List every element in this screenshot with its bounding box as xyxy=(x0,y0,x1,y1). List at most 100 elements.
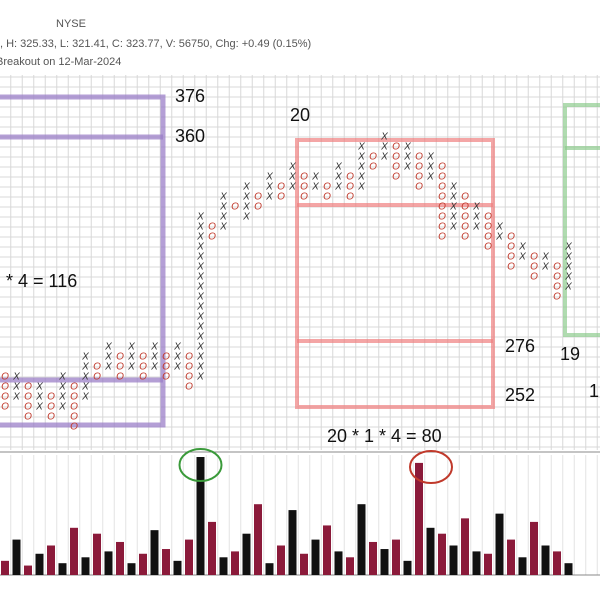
pf-box: X xyxy=(196,362,204,373)
pf-box: O xyxy=(1,392,9,403)
pf-box: X xyxy=(196,232,204,243)
pf-box: X xyxy=(196,332,204,343)
pf-box: O xyxy=(438,182,446,193)
pf-column: XXX xyxy=(35,382,43,413)
pf-box: O xyxy=(300,172,308,183)
volume-bar xyxy=(311,539,320,575)
volume-bar xyxy=(449,545,458,575)
pf-column: XXX xyxy=(173,342,181,373)
pf-box: O xyxy=(1,382,9,393)
pf-box: O xyxy=(415,152,423,163)
pf-box: O xyxy=(93,372,101,383)
pf-box: X xyxy=(81,352,89,363)
pf-box: X xyxy=(311,172,319,183)
volume-bar xyxy=(265,563,274,575)
volume-bar xyxy=(104,551,113,575)
pf-column: XXX xyxy=(426,152,434,183)
target-label: 276 xyxy=(505,336,535,356)
highlight xyxy=(409,450,453,484)
pf-box: X xyxy=(426,172,434,183)
volume-bar xyxy=(1,560,9,575)
volume-bar xyxy=(472,551,481,575)
pf-column: XX xyxy=(311,172,319,193)
volume-bar xyxy=(380,549,389,575)
pf-box: O xyxy=(116,362,124,373)
pf-box: O xyxy=(484,212,492,223)
volume-bar xyxy=(58,563,67,575)
pf-box: O xyxy=(415,182,423,193)
pf-box: O xyxy=(507,232,515,243)
volume-bar xyxy=(369,541,377,575)
count-top: 20 xyxy=(290,105,310,125)
pf-column: OOO xyxy=(162,352,170,383)
volume-bar xyxy=(300,553,308,575)
pf-box: O xyxy=(438,192,446,203)
pf-box: O xyxy=(116,352,124,363)
pf-box: X xyxy=(357,182,365,193)
pf-column: XXX xyxy=(288,162,296,193)
pf-column: O xyxy=(231,202,239,213)
volume-bar xyxy=(541,545,550,575)
pf-box: X xyxy=(449,192,457,203)
volume-bar xyxy=(93,533,101,575)
volume-bar xyxy=(24,565,32,575)
pf-box: O xyxy=(254,192,262,203)
pf-box: X xyxy=(288,182,296,193)
volume-bar xyxy=(346,557,354,575)
pf-box: O xyxy=(139,362,147,373)
volume-bar xyxy=(334,551,343,575)
pf-box: X xyxy=(58,402,66,413)
side-label: 1 xyxy=(589,381,599,401)
pf-box: X xyxy=(265,192,273,203)
pf-box: X xyxy=(219,212,227,223)
pf-box: X xyxy=(196,302,204,313)
pf-box: X xyxy=(196,342,204,353)
pf-box: X xyxy=(196,292,204,303)
pf-box: O xyxy=(139,372,147,383)
volume-bar xyxy=(70,527,78,575)
pf-box: O xyxy=(438,172,446,183)
pf-box: X xyxy=(334,162,342,173)
volume-bar xyxy=(507,539,515,575)
pf-column: OOO xyxy=(346,172,354,203)
pf-box: X xyxy=(495,232,503,243)
pf-box: X xyxy=(81,372,89,383)
volume-bar xyxy=(495,513,504,575)
target-label: 360 xyxy=(175,126,205,146)
pf-box: X xyxy=(150,352,158,363)
pf-box: X xyxy=(127,362,135,373)
pf-box: O xyxy=(369,152,377,163)
volume-bar xyxy=(484,553,492,575)
volume-bar xyxy=(162,549,170,575)
pf-box: O xyxy=(415,162,423,173)
pf-box: O xyxy=(162,372,170,383)
pf-box: O xyxy=(185,362,193,373)
pf-box: X xyxy=(426,152,434,163)
pf-box: X xyxy=(58,372,66,383)
pf-column: OOO xyxy=(530,252,538,283)
volume-bar xyxy=(530,521,538,575)
grid xyxy=(0,75,600,450)
volume-bar xyxy=(277,545,285,575)
pf-box: X xyxy=(12,382,20,393)
volume-bar xyxy=(219,557,228,575)
volume-bar xyxy=(196,457,205,575)
pf-box: O xyxy=(507,262,515,273)
pf-box: O xyxy=(208,232,216,243)
pf-box: X xyxy=(35,402,43,413)
pf-box: O xyxy=(323,182,331,193)
pf-box: X xyxy=(12,372,20,383)
volume-bar xyxy=(553,551,561,575)
pf-box: X xyxy=(196,252,204,263)
pf-box: X xyxy=(12,392,20,403)
volume-bar xyxy=(564,563,573,575)
pf-box: X xyxy=(219,202,227,213)
pf-column: XXX xyxy=(127,342,135,373)
